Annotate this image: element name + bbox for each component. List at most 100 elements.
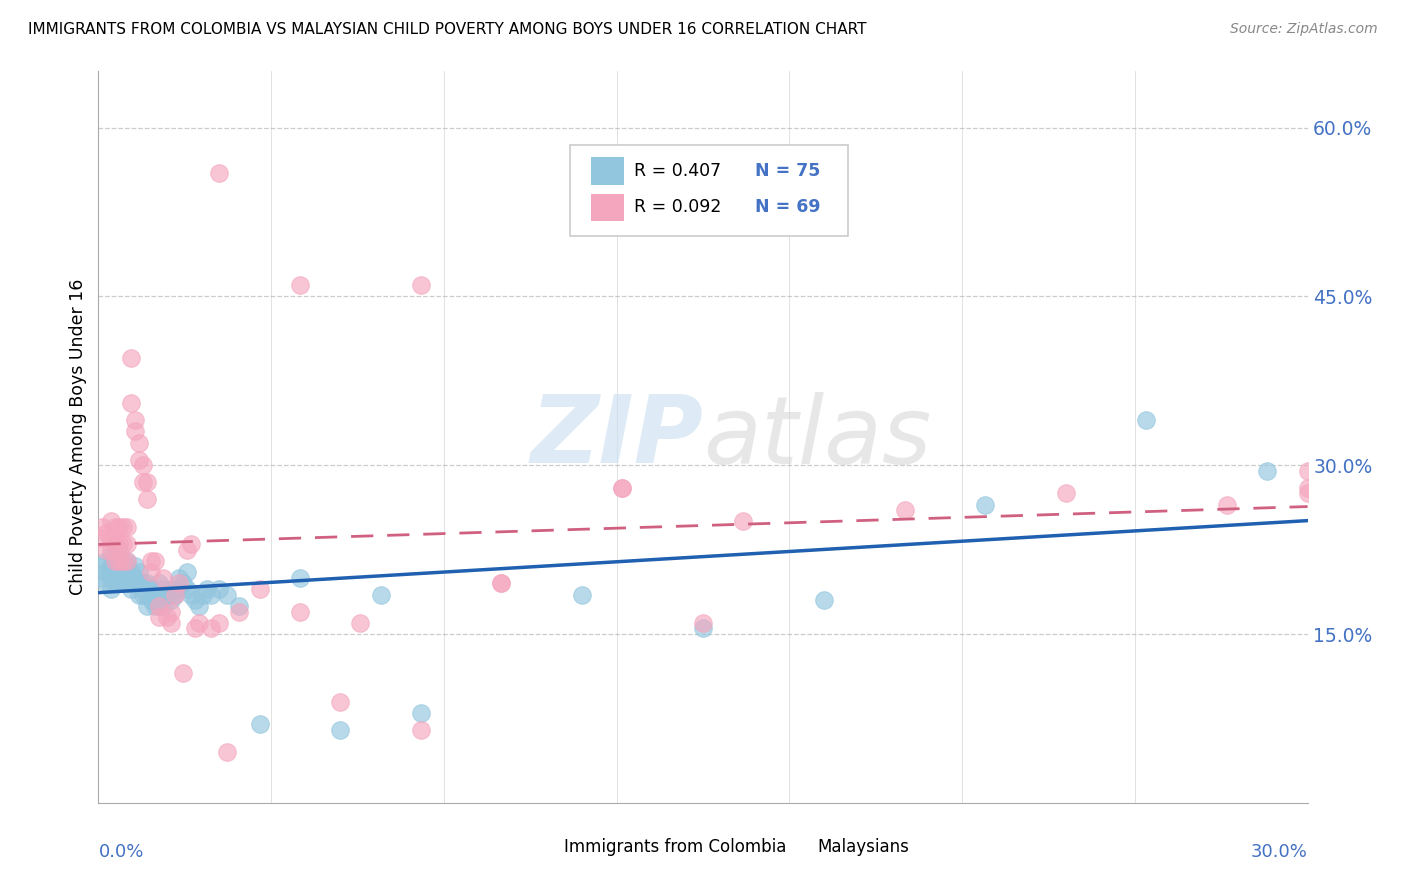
Point: [1296, 481, 1319, 495]
Point: [974, 498, 997, 512]
Point: [148, 599, 170, 613]
Point: [124, 571, 146, 585]
Point: [132, 588, 155, 602]
Point: [128, 588, 150, 602]
Point: [156, 588, 179, 602]
Point: [409, 278, 432, 293]
Point: [135, 576, 157, 591]
FancyBboxPatch shape: [591, 157, 624, 185]
Point: [1296, 464, 1319, 478]
Text: Malaysians: Malaysians: [818, 838, 910, 856]
Point: [184, 621, 207, 635]
Point: [1135, 413, 1157, 427]
Point: [103, 548, 125, 562]
Point: [139, 582, 162, 596]
Point: [208, 582, 231, 596]
Point: [813, 593, 835, 607]
Point: [96, 576, 118, 591]
Point: [409, 723, 432, 737]
Point: [733, 515, 755, 529]
Point: [167, 571, 190, 585]
Point: [100, 582, 122, 596]
Point: [120, 351, 142, 366]
Point: [200, 588, 222, 602]
Point: [120, 582, 142, 596]
Text: Source: ZipAtlas.com: Source: ZipAtlas.com: [1230, 22, 1378, 37]
Point: [160, 593, 183, 607]
Point: [217, 745, 239, 759]
Point: [100, 571, 122, 585]
Point: [176, 565, 198, 579]
Point: [160, 615, 183, 630]
Point: [111, 576, 134, 591]
Point: [160, 582, 183, 596]
Point: [100, 515, 122, 529]
Point: [115, 520, 138, 534]
Y-axis label: Child Poverty Among Boys Under 16: Child Poverty Among Boys Under 16: [69, 279, 87, 595]
Point: [172, 666, 194, 681]
Text: R = 0.407: R = 0.407: [634, 161, 721, 180]
Point: [128, 576, 150, 591]
Point: [91, 559, 114, 574]
Point: [107, 537, 129, 551]
Point: [208, 166, 231, 180]
Point: [176, 542, 198, 557]
Point: [115, 554, 138, 568]
Point: [893, 503, 915, 517]
Point: [103, 537, 125, 551]
Point: [124, 576, 146, 591]
Point: [1216, 498, 1239, 512]
Point: [132, 458, 155, 473]
Point: [120, 565, 142, 579]
Text: atlas: atlas: [703, 392, 931, 483]
Point: [111, 565, 134, 579]
Point: [148, 610, 170, 624]
Point: [491, 576, 513, 591]
Point: [103, 576, 125, 591]
Point: [124, 559, 146, 574]
Point: [163, 588, 186, 602]
Point: [193, 588, 215, 602]
Point: [124, 413, 146, 427]
Point: [115, 565, 138, 579]
Point: [139, 565, 162, 579]
Point: [96, 542, 118, 557]
Point: [100, 542, 122, 557]
Point: [135, 588, 157, 602]
Point: [228, 605, 250, 619]
Point: [288, 278, 311, 293]
Point: [132, 475, 155, 489]
Point: [132, 576, 155, 591]
Point: [152, 582, 174, 596]
Point: [249, 582, 271, 596]
Point: [571, 588, 593, 602]
Point: [115, 537, 138, 551]
Point: [148, 576, 170, 591]
Point: [156, 610, 179, 624]
Text: N = 75: N = 75: [755, 161, 820, 180]
Point: [111, 554, 134, 568]
Text: ZIP: ZIP: [530, 391, 703, 483]
Point: [107, 520, 129, 534]
Point: [163, 588, 186, 602]
Point: [249, 717, 271, 731]
Point: [148, 599, 170, 613]
Point: [370, 588, 392, 602]
Point: [188, 599, 211, 613]
Point: [120, 571, 142, 585]
Point: [96, 565, 118, 579]
Point: [135, 599, 157, 613]
Text: N = 69: N = 69: [755, 198, 821, 217]
Point: [139, 554, 162, 568]
Text: 0.0%: 0.0%: [98, 843, 143, 861]
FancyBboxPatch shape: [591, 194, 624, 221]
Point: [180, 588, 202, 602]
Point: [692, 621, 714, 635]
Point: [152, 599, 174, 613]
Point: [491, 576, 513, 591]
Point: [180, 537, 202, 551]
Point: [107, 565, 129, 579]
Point: [139, 593, 162, 607]
Point: [135, 491, 157, 506]
Point: [172, 576, 194, 591]
